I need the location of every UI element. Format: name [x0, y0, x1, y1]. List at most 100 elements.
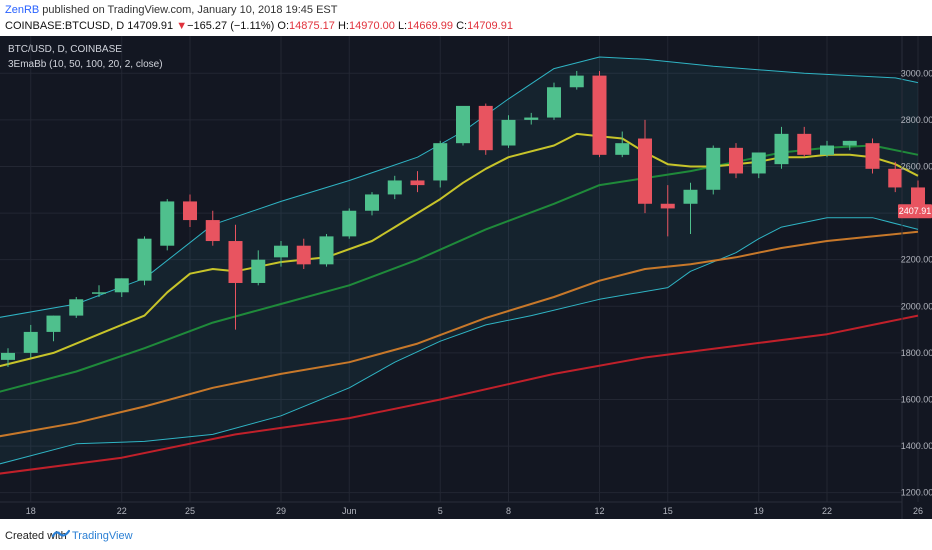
candle-body: [842, 140, 857, 146]
candle-body: [183, 201, 197, 221]
candle-body: [638, 138, 652, 204]
footer: Created with TradingView: [0, 519, 932, 550]
ema-10-line: [0, 132, 919, 368]
candle-body: [46, 315, 61, 332]
candle: [410, 171, 425, 193]
price-change: −165.27 (−1.11%): [187, 20, 275, 32]
last-price: 14709.91: [127, 20, 174, 32]
candle: [820, 140, 834, 158]
indicator-lines: [0, 56, 919, 475]
candle: [478, 103, 493, 155]
candle-body: [319, 236, 334, 265]
time-tick-label: 12: [594, 506, 604, 516]
candle: [1, 348, 15, 367]
candle: [501, 115, 516, 148]
published-text: published on TradingView.com, January 10…: [39, 4, 338, 16]
time-tick-label: 29: [276, 506, 286, 516]
candle: [638, 119, 652, 214]
candle-body: [137, 238, 152, 281]
price-chart[interactable]: 1200.00 1400.00 1600.00 1800.00 2000.00 2200.…: [0, 36, 932, 519]
time-axis[interactable]: 18 22 25 29 Jun 5 8 12 15 19 22 26: [26, 506, 923, 516]
candle: [319, 234, 334, 267]
candle: [69, 296, 84, 318]
candle-body: [205, 220, 220, 242]
candle-body: [23, 331, 38, 353]
candle-body: [69, 299, 84, 316]
legend-indicator[interactable]: 3EmaBb (10, 50, 100, 20, 2, close): [8, 59, 163, 70]
candle: [205, 210, 220, 246]
price-tick-label: 3000.00: [901, 68, 932, 78]
candle: [46, 315, 61, 342]
close-label: C:: [456, 20, 468, 32]
price-tick-label: 2000.00: [901, 301, 932, 311]
candle-body: [433, 143, 448, 181]
ema-200-line: [0, 314, 919, 475]
down-arrow-icon: ▼: [176, 20, 188, 32]
candle: [183, 194, 197, 228]
candle: [23, 324, 38, 358]
candle-body: [274, 245, 288, 258]
time-tick-label: 18: [26, 506, 36, 516]
price-tick-label: 2200.00: [901, 255, 932, 265]
high-value: 14970.00: [348, 20, 395, 32]
candle: [592, 70, 607, 158]
candle: [456, 105, 470, 146]
candle-body: [342, 210, 357, 237]
open-value: 14875.17: [289, 20, 335, 32]
ema-100-line: [0, 230, 919, 438]
candle-body: [820, 145, 834, 155]
price-tag: 2407.91: [898, 204, 932, 219]
candle-body: [683, 189, 698, 204]
candle: [774, 126, 789, 169]
time-tick-label: 22: [117, 506, 127, 516]
close-value: 14709.91: [467, 20, 513, 32]
candle: [888, 161, 903, 193]
publish-info: ZenRB published on TradingView.com, Janu…: [5, 4, 337, 16]
price-tick-label: 1200.00: [901, 488, 932, 498]
price-tick-label: 1400.00: [901, 441, 932, 451]
ema-50-line: [0, 144, 919, 393]
candle: [274, 241, 288, 267]
candle: [114, 278, 129, 297]
high-label: H:: [337, 20, 349, 32]
candle-body: [751, 152, 766, 174]
candle: [706, 145, 721, 195]
candle-body: [501, 119, 516, 146]
candle-body: [456, 105, 470, 144]
price-tick-label: 2600.00: [901, 161, 932, 171]
time-tick-label: 15: [663, 506, 673, 516]
candle: [842, 140, 857, 151]
chart-panel[interactable]: 1200.00 1400.00 1600.00 1800.00 2000.00 2200.…: [0, 36, 932, 519]
bollinger-lower-line: [0, 217, 919, 465]
symbol-ohlc-line: COINBASE:BTCUSD, D 14709.91 ▼−165.27 (−1…: [5, 20, 513, 32]
candle: [751, 152, 766, 179]
open-label: O:: [277, 20, 290, 32]
candle-body: [547, 87, 561, 118]
candle-body: [228, 241, 243, 283]
candle: [683, 182, 698, 235]
candle: [160, 199, 175, 251]
author-link[interactable]: ZenRB: [5, 4, 40, 16]
candle: [865, 138, 880, 174]
candle: [547, 82, 561, 120]
price-tag-value: 2407.91: [899, 206, 932, 216]
tradingview-brand[interactable]: TradingView: [72, 530, 133, 542]
candle: [569, 70, 584, 90]
price-tick-label: 1800.00: [901, 348, 932, 358]
price-tag-box: [898, 204, 932, 219]
time-tick-label: 5: [438, 506, 443, 516]
tradingview-logo-icon: [52, 529, 70, 538]
candle-body: [92, 292, 106, 294]
candle: [729, 143, 743, 179]
candle-body: [1, 352, 15, 360]
time-tick-label: Jun: [342, 506, 357, 516]
legend-pair: BTC/USD, D, COINBASE: [8, 44, 122, 55]
price-tick-label: 2800.00: [901, 115, 932, 125]
low-value: 14669.99: [407, 20, 454, 32]
time-tick-label: 19: [754, 506, 764, 516]
candle-body: [160, 201, 175, 246]
candle-body: [615, 143, 630, 155]
candle: [524, 112, 539, 125]
candle-body: [797, 133, 812, 155]
candle: [228, 224, 243, 330]
